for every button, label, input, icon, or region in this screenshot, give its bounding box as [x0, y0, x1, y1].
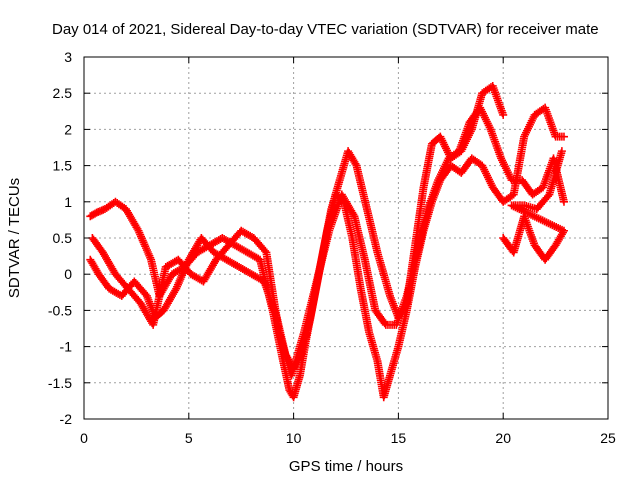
data-point	[260, 246, 269, 255]
axis-ticks	[83, 56, 609, 420]
y-tick-labels: -2 -1.5 -1 -0.5 0 0.5 1 1.5 2 2.5 3	[48, 49, 72, 427]
y-axis-label: SDTVAR / TECUs	[6, 178, 23, 298]
x-tick-label: 10	[286, 430, 302, 446]
data-point	[349, 210, 358, 219]
x-tick-label: 0	[80, 430, 88, 446]
grid-lines	[84, 57, 608, 419]
data-point	[559, 132, 568, 141]
y-tick-label: 1	[64, 194, 72, 210]
x-tick-label: 5	[185, 430, 193, 446]
y-tick-label: 2.5	[53, 85, 73, 101]
x-axis-label: GPS time / hours	[289, 458, 403, 475]
series-track-4	[499, 147, 568, 264]
y-tick-label: 3	[64, 49, 72, 65]
data-series	[86, 81, 568, 402]
y-tick-label: -2	[60, 411, 73, 427]
y-tick-label: 2	[64, 121, 72, 137]
y-tick-label: 0.5	[53, 230, 73, 246]
data-point	[351, 159, 360, 168]
chart-title: Day 014 of 2021, Sidereal Day-to-day VTE…	[52, 21, 599, 38]
series-track-3	[88, 103, 568, 380]
y-tick-label: 0	[64, 266, 72, 282]
y-tick-label: -1	[60, 339, 73, 355]
data-point	[557, 147, 566, 156]
data-point	[499, 110, 508, 119]
data-point	[559, 197, 568, 206]
x-tick-label: 25	[600, 430, 616, 446]
x-tick-label: 15	[391, 430, 407, 446]
y-tick-label: 1.5	[53, 158, 73, 174]
y-tick-label: -0.5	[48, 302, 72, 318]
x-tick-label: 20	[495, 430, 511, 446]
y-tick-label: -1.5	[48, 375, 72, 391]
x-tick-labels: 0 5 10 15 20 25	[80, 430, 616, 446]
